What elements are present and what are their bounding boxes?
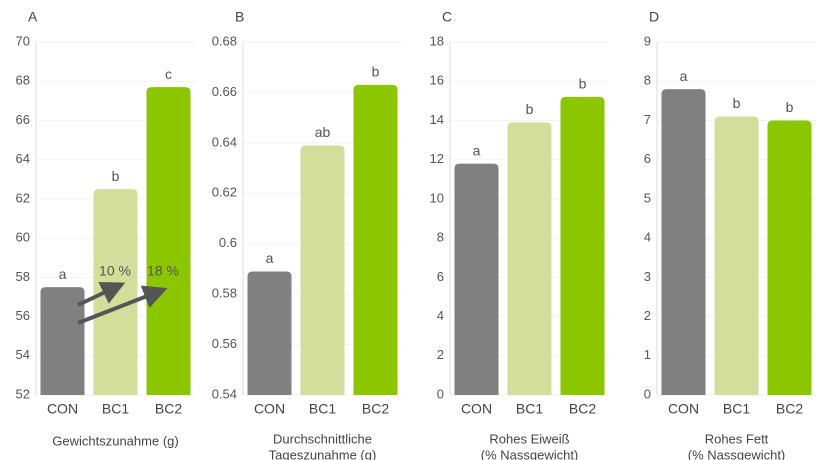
y-tick-label: 0.64 bbox=[212, 134, 237, 149]
y-tick-label: 60 bbox=[16, 230, 30, 245]
y-tick-label: 54 bbox=[16, 347, 30, 362]
x-tick-label: BC1 bbox=[723, 401, 750, 417]
y-tick-label: 6 bbox=[437, 269, 444, 284]
x-tick-label: CON bbox=[254, 401, 285, 417]
significance-letter: b bbox=[733, 95, 741, 111]
y-tick-label: 66 bbox=[16, 112, 30, 127]
bar bbox=[714, 116, 759, 396]
bar bbox=[300, 145, 345, 395]
x-tick-label: BC2 bbox=[776, 401, 803, 417]
y-tick-label: 0.58 bbox=[212, 286, 237, 301]
y-tick-label: 0.62 bbox=[212, 185, 237, 200]
x-tick-label: BC1 bbox=[309, 401, 336, 417]
arrow bbox=[77, 285, 168, 325]
y-tick-label: 8 bbox=[644, 73, 651, 88]
significance-letter: a bbox=[680, 68, 688, 84]
annotation: 18 % bbox=[147, 263, 179, 279]
y-tick-label: 0.54 bbox=[212, 386, 237, 401]
significance-letter: b bbox=[526, 101, 534, 117]
y-tick-label: 56 bbox=[16, 308, 30, 323]
y-tick-label: 0.68 bbox=[212, 33, 237, 48]
y-tick-label: 0.6 bbox=[219, 235, 237, 250]
y-tick-label: 18 bbox=[430, 33, 444, 48]
y-tick-label: 0 bbox=[437, 386, 444, 401]
significance-letter: b bbox=[372, 64, 380, 80]
y-tick-label: 52 bbox=[16, 386, 30, 401]
x-tick-label: CON bbox=[47, 401, 78, 417]
panel-label: A bbox=[28, 9, 38, 25]
annotation: 10 % bbox=[99, 263, 131, 279]
y-tick-label: 6 bbox=[644, 151, 651, 166]
y-tick-label: 9 bbox=[644, 33, 651, 48]
panel-label: B bbox=[235, 9, 244, 25]
y-tick-label: 12 bbox=[430, 151, 444, 166]
x-tick-label: CON bbox=[461, 401, 492, 417]
x-axis-label: Rohes Eiweiß bbox=[489, 431, 569, 446]
x-axis-label: Tageszunahme (g) bbox=[269, 447, 377, 460]
y-tick-label: 64 bbox=[16, 151, 30, 166]
x-axis-label: Durchschnittliche bbox=[273, 431, 372, 446]
y-tick-label: 0.66 bbox=[212, 84, 237, 99]
y-tick-label: 14 bbox=[430, 112, 444, 127]
y-tick-label: 0 bbox=[644, 386, 651, 401]
arrow bbox=[77, 282, 126, 307]
x-tick-label: BC2 bbox=[362, 401, 389, 417]
y-tick-label: 2 bbox=[644, 308, 651, 323]
y-tick-label: 70 bbox=[16, 33, 30, 48]
x-tick-label: BC1 bbox=[516, 401, 543, 417]
x-axis-label: Rohes Fett bbox=[705, 431, 769, 446]
x-tick-label: BC2 bbox=[155, 401, 182, 417]
y-tick-label: 0.56 bbox=[212, 336, 237, 351]
bar bbox=[767, 120, 812, 395]
significance-letter: b bbox=[112, 168, 120, 184]
significance-letter: a bbox=[473, 142, 481, 158]
significance-letter: a bbox=[59, 266, 67, 282]
significance-letter: ab bbox=[315, 124, 331, 140]
y-tick-label: 62 bbox=[16, 190, 30, 205]
y-tick-label: 68 bbox=[16, 73, 30, 88]
significance-letter: a bbox=[266, 250, 274, 266]
bar bbox=[661, 89, 706, 396]
bar bbox=[560, 96, 605, 396]
x-tick-label: CON bbox=[668, 401, 699, 417]
bar bbox=[507, 122, 552, 396]
bar bbox=[146, 87, 191, 395]
y-tick-label: 4 bbox=[437, 308, 444, 323]
y-tick-label: 3 bbox=[644, 269, 651, 284]
y-tick-label: 1 bbox=[644, 347, 651, 362]
panel-label: C bbox=[442, 9, 452, 25]
bar bbox=[40, 287, 85, 395]
x-tick-label: BC2 bbox=[569, 401, 596, 417]
y-tick-label: 2 bbox=[437, 347, 444, 362]
y-tick-label: 5 bbox=[644, 190, 651, 205]
y-tick-label: 10 bbox=[430, 190, 444, 205]
y-tick-label: 4 bbox=[644, 230, 651, 245]
x-tick-label: BC1 bbox=[102, 401, 129, 417]
y-tick-label: 8 bbox=[437, 230, 444, 245]
bar bbox=[247, 271, 292, 395]
bar bbox=[454, 163, 499, 395]
panel-label: D bbox=[649, 9, 659, 25]
bar bbox=[93, 189, 138, 395]
bar bbox=[353, 84, 398, 395]
y-tick-label: 16 bbox=[430, 73, 444, 88]
significance-letter: c bbox=[165, 66, 172, 82]
significance-letter: b bbox=[786, 99, 794, 115]
y-tick-label: 7 bbox=[644, 112, 651, 127]
x-axis-label: (% Nassgewicht) bbox=[481, 447, 579, 460]
significance-letter: b bbox=[579, 76, 587, 92]
x-axis-label: (% Nassgewicht) bbox=[688, 447, 786, 460]
x-axis-label: Gewichtszunahme (g) bbox=[52, 433, 178, 448]
y-tick-label: 58 bbox=[16, 269, 30, 284]
